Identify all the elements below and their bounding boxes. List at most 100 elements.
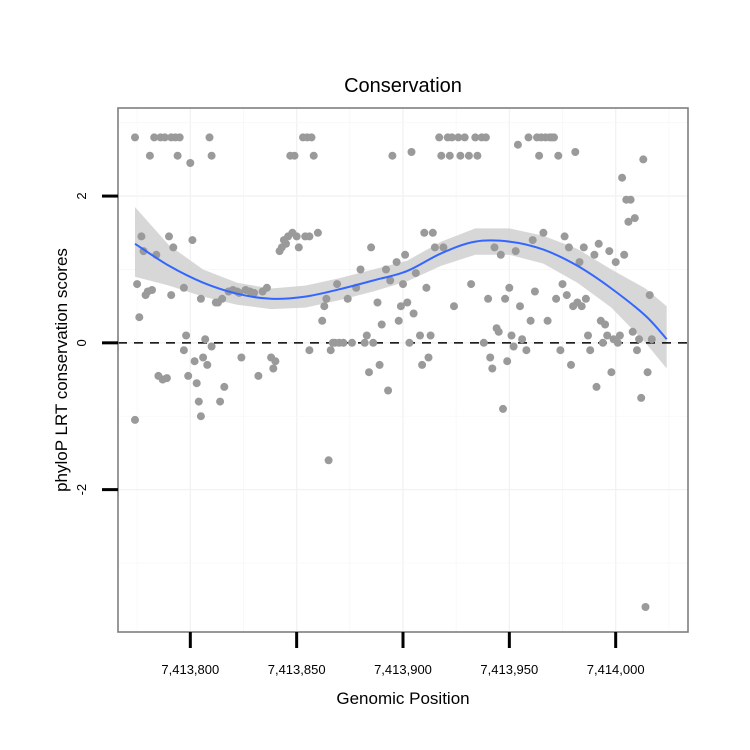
data-point [199,353,208,362]
data-point [339,338,348,347]
data-point [179,283,188,292]
data-point [131,415,139,424]
data-point [630,214,639,223]
data-point [388,151,397,160]
data-point [460,133,469,142]
data-point [628,327,637,336]
data-point [418,360,427,369]
data-point [607,368,616,377]
data-point [411,269,420,278]
data-point [562,291,571,300]
data-point [430,243,439,252]
data-point [503,357,512,366]
data-point [250,288,259,297]
data-point [484,294,493,303]
data-point [447,133,456,142]
data-point [645,291,654,300]
data-point [505,283,514,292]
data-point [424,353,433,362]
data-point [375,360,384,369]
data-point [333,280,342,289]
data-point [490,243,499,252]
data-point [571,148,580,156]
data-point [182,331,191,340]
data-point [454,133,463,142]
data-point [396,302,405,311]
data-point [409,309,418,318]
data-point [416,331,424,340]
data-point [618,173,627,182]
data-point [435,133,444,142]
data-point [305,232,314,241]
data-point [218,294,227,303]
data-point [579,243,588,252]
data-point [641,603,650,611]
data-point [530,287,539,296]
data-point [445,151,454,160]
data-point [282,239,290,248]
data-point [564,243,573,252]
x-tick-label: 7,414,000 [587,662,645,677]
data-point [133,280,142,289]
x-tick-label: 7,413,800 [161,662,219,677]
data-point [203,360,212,369]
data-point [426,331,435,340]
data-point [188,236,197,245]
x-tick-label: 7,413,900 [374,662,432,677]
data-point [148,286,156,294]
smooth-line-layer [134,239,668,340]
data-point [620,250,629,259]
data-point [271,357,280,366]
data-point [539,228,548,237]
data-point [613,338,622,347]
data-point [422,283,431,292]
data-point [167,291,176,300]
data-point [386,276,395,285]
data-point [647,335,656,344]
data-point [403,298,412,307]
data-point [464,151,473,160]
data-point [405,338,414,347]
y-tick-label: -2 [74,484,89,496]
data-point [322,294,331,303]
data-point [326,346,335,355]
points-layer [131,133,656,611]
data-point [165,232,173,241]
data-point [362,331,371,340]
data-point [456,151,465,160]
data-point [637,393,646,402]
data-point [384,386,393,395]
x-axis-title: Genomic Position [336,689,469,708]
data-point [137,232,146,241]
data-point [309,151,318,160]
data-point [601,320,610,329]
data-point [558,280,567,289]
y-tick-label: 0 [74,339,89,346]
data-point [488,364,497,373]
data-point [196,412,205,421]
data-point [509,342,518,351]
data-point [528,236,537,245]
data-point [560,232,569,241]
data-point [473,151,482,160]
data-point [313,228,322,237]
data-point [581,294,590,303]
data-point [507,331,516,340]
data-point [262,283,271,292]
chart-title: Conservation [344,75,462,97]
data-point [373,298,382,307]
data-point [399,280,407,289]
data-point [479,338,488,347]
data-point [643,368,652,377]
data-point [186,159,195,167]
data-point [324,456,333,465]
y-tick-label: 2 [74,192,89,199]
data-point [420,228,429,237]
data-point [401,250,410,259]
data-point [639,155,648,164]
data-point [550,133,558,142]
data-point [407,148,416,156]
data-point [592,382,601,391]
data-point [382,265,390,274]
